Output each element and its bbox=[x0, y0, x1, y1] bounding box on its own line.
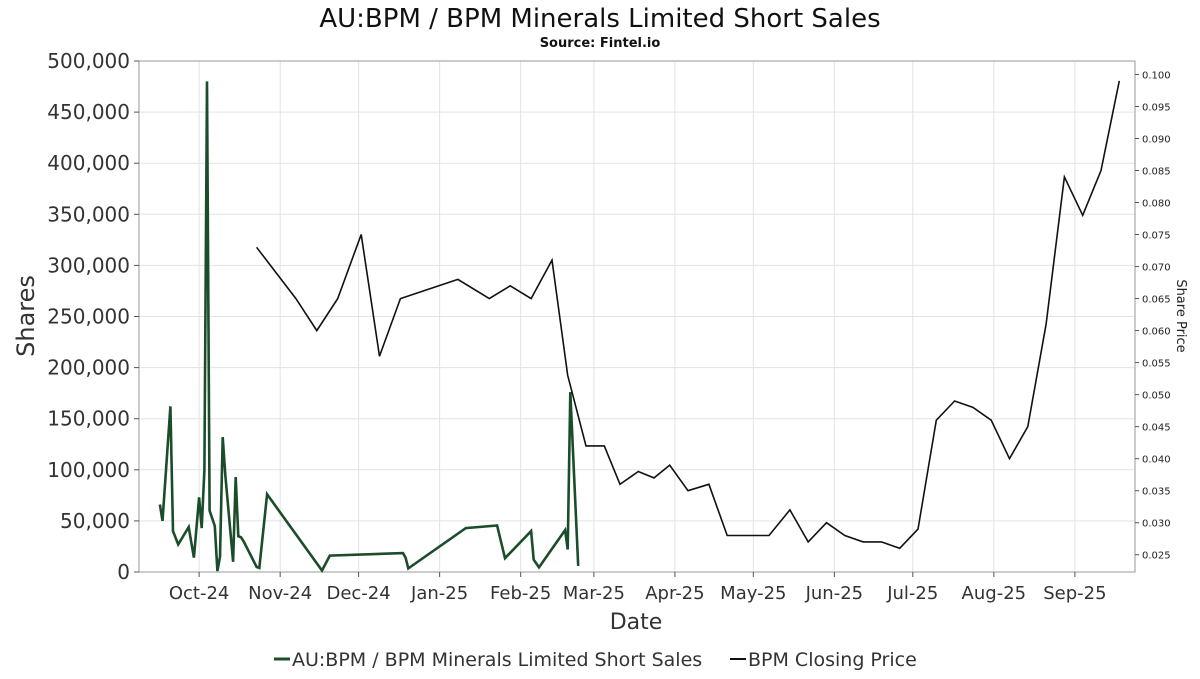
y2-tick-label: 0.035 bbox=[1142, 487, 1171, 498]
y2-tick-label: 0.085 bbox=[1142, 167, 1171, 178]
y2-tick-label: 0.090 bbox=[1142, 134, 1171, 145]
y2-tick-label: 0.050 bbox=[1142, 391, 1171, 402]
y-tick-label: 0 bbox=[117, 560, 130, 584]
x-tick-label: Dec-24 bbox=[326, 583, 390, 604]
y2-tick-label: 0.060 bbox=[1142, 327, 1171, 338]
y-tick-label: 200,000 bbox=[47, 356, 130, 380]
y-tick-label: 50,000 bbox=[60, 509, 130, 533]
y2-axis-label: Share Price bbox=[1173, 279, 1188, 352]
y2-tick-label: 0.075 bbox=[1142, 231, 1171, 242]
x-tick-label: May-25 bbox=[720, 583, 786, 604]
right-y-axis: 0.025 0.030 0.035 0.040 0.045 0.050 0.055 0.060… bbox=[1135, 70, 1171, 562]
y2-tick-label: 0.030 bbox=[1142, 519, 1171, 530]
closing-price-line bbox=[255, 80, 1121, 550]
short-sales-line bbox=[158, 81, 580, 573]
y-tick-label: 300,000 bbox=[47, 253, 130, 277]
x-axis-label: Date bbox=[610, 610, 663, 635]
y-tick-label: 500,000 bbox=[47, 49, 130, 73]
y-axis-label: Shares bbox=[12, 275, 40, 357]
y2-tick-label: 0.080 bbox=[1142, 199, 1171, 210]
series-layer bbox=[158, 80, 1121, 573]
y2-tick-label: 0.055 bbox=[1142, 359, 1171, 370]
y-tick-label: 250,000 bbox=[47, 305, 130, 329]
legend-label-closing-price: BPM Closing Price bbox=[748, 649, 917, 671]
y-tick-label: 150,000 bbox=[47, 407, 130, 431]
y-tick-label: 400,000 bbox=[47, 151, 130, 175]
left-y-axis: 0 50,000 100,000 150,000 200,000 250,000 300,0… bbox=[47, 49, 139, 584]
y2-tick-label: 0.070 bbox=[1142, 263, 1171, 274]
chart-subtitle: Source: Fintel.io bbox=[540, 36, 661, 51]
y2-tick-label: 0.095 bbox=[1142, 102, 1171, 113]
y2-tick-label: 0.065 bbox=[1142, 295, 1171, 306]
y-tick-label: 100,000 bbox=[47, 458, 130, 482]
x-tick-label: Sep-25 bbox=[1043, 583, 1106, 604]
x-tick-label: Jul-25 bbox=[886, 583, 938, 604]
y-tick-label: 350,000 bbox=[47, 202, 130, 226]
chart-title: AU:BPM / BPM Minerals Limited Short Sale… bbox=[319, 4, 880, 34]
y-tick-label: 450,000 bbox=[47, 100, 130, 124]
x-tick-label: Jun-25 bbox=[805, 583, 864, 604]
x-tick-label: Oct-24 bbox=[169, 583, 230, 604]
legend-label-short-sales: AU:BPM / BPM Minerals Limited Short Sale… bbox=[292, 649, 702, 671]
y2-tick-label: 0.100 bbox=[1142, 70, 1171, 81]
x-tick-label: Aug-25 bbox=[962, 583, 1027, 604]
y2-tick-label: 0.025 bbox=[1142, 551, 1171, 562]
x-tick-label: Nov-24 bbox=[248, 583, 312, 604]
x-tick-label: Jan-25 bbox=[410, 583, 468, 604]
x-tick-label: Mar-25 bbox=[563, 583, 625, 604]
x-axis: Oct-24 Nov-24 Dec-24 Jan-25 Feb-25 Mar-25 Apr-… bbox=[169, 572, 1107, 604]
x-tick-label: Apr-25 bbox=[645, 583, 704, 604]
legend: AU:BPM / BPM Minerals Limited Short Sale… bbox=[274, 649, 917, 671]
x-tick-label: Feb-25 bbox=[490, 583, 551, 604]
y2-tick-label: 0.040 bbox=[1142, 455, 1171, 466]
y2-tick-label: 0.045 bbox=[1142, 423, 1171, 434]
